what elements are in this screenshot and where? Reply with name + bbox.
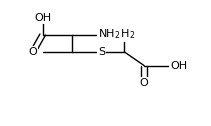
Text: NH$_2$: NH$_2$ bbox=[113, 28, 136, 41]
Text: NH$_2$: NH$_2$ bbox=[98, 28, 121, 41]
Text: OH: OH bbox=[34, 13, 51, 23]
Text: O: O bbox=[140, 78, 149, 88]
Text: O: O bbox=[28, 47, 37, 57]
Text: S: S bbox=[98, 47, 105, 57]
Text: OH: OH bbox=[170, 61, 187, 71]
